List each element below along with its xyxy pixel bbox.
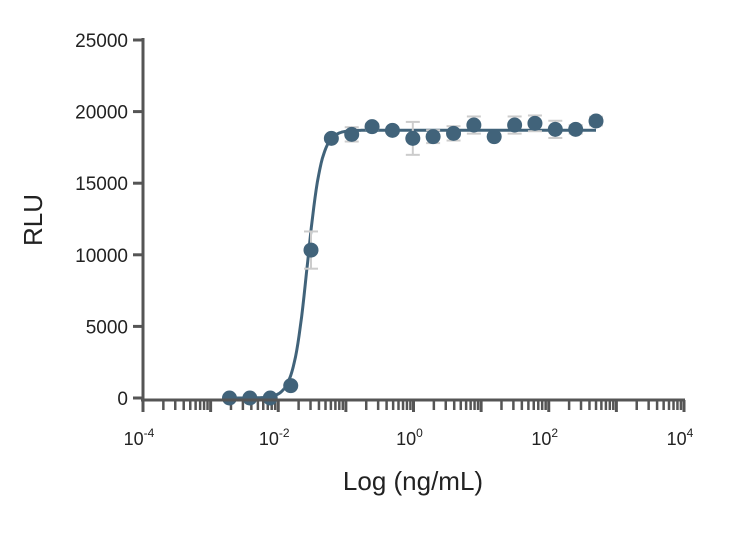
fit-curve	[229, 128, 596, 400]
y-axis-label: RLU	[18, 194, 48, 246]
x-tick-label: 10-2	[259, 426, 290, 449]
data-point	[344, 126, 360, 142]
x-tick-label: 100	[396, 426, 423, 449]
y-tick-label: 15000	[75, 174, 128, 195]
x-axis-label: Log (ng/mL)	[343, 466, 483, 496]
data-point	[221, 390, 237, 406]
data-point	[568, 121, 584, 137]
x-tick-label: 102	[531, 426, 558, 449]
data-point	[588, 113, 604, 129]
data-point	[425, 129, 441, 145]
data-point	[242, 390, 258, 406]
data-point	[547, 121, 563, 137]
x-tick-label: 104	[667, 426, 694, 449]
data-point	[466, 117, 482, 133]
y-tick-label: 25000	[75, 31, 128, 52]
data-point	[486, 129, 502, 145]
data-point	[262, 390, 278, 406]
data-point	[527, 115, 543, 131]
data-point	[507, 117, 523, 133]
y-tick-label: 0	[117, 389, 128, 410]
data-point	[446, 125, 462, 141]
data-point	[384, 122, 400, 138]
data-point	[405, 130, 421, 146]
x-tick-label: 10-4	[124, 426, 155, 449]
y-tick-label: 10000	[75, 246, 128, 267]
data-point	[283, 378, 299, 394]
data-point	[323, 130, 339, 146]
y-tick-label: 20000	[75, 103, 128, 124]
data-point	[303, 242, 319, 258]
data-point	[364, 119, 380, 135]
y-tick-label: 5000	[86, 317, 128, 338]
